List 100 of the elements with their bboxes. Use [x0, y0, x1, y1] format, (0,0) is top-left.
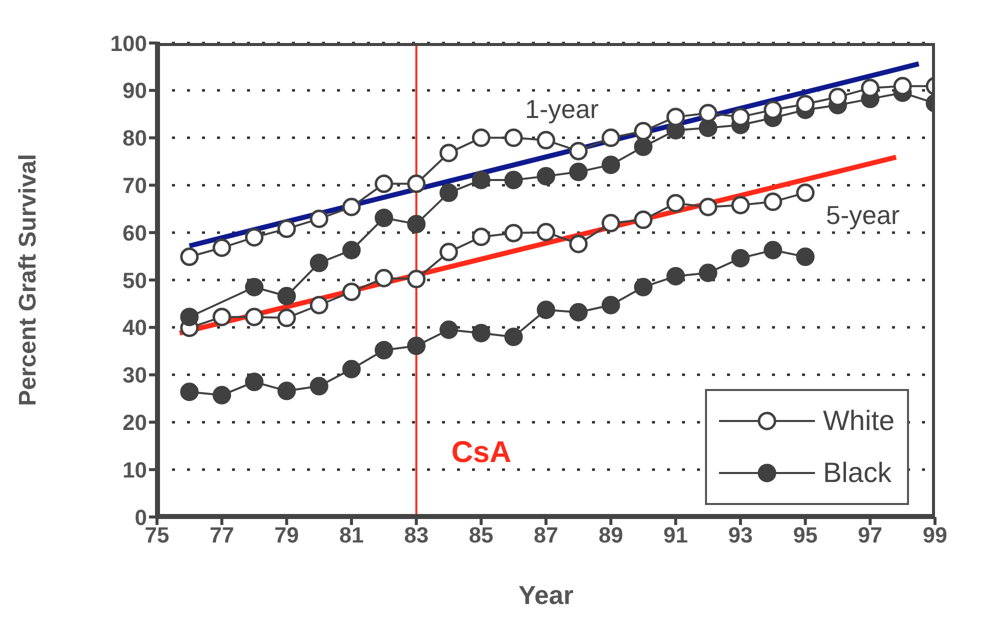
- point: [310, 376, 328, 396]
- legend-label: White: [823, 405, 895, 437]
- point: [602, 156, 620, 174]
- point: [698, 118, 718, 138]
- point: [440, 184, 458, 202]
- x-axis-title: Year: [518, 580, 574, 610]
- x-tick-label: 91: [663, 522, 688, 548]
- point: [277, 308, 296, 328]
- point: [536, 222, 556, 242]
- point: [569, 142, 588, 160]
- point: [504, 328, 523, 346]
- point: [504, 224, 523, 242]
- point: [310, 296, 328, 314]
- point: [245, 372, 264, 392]
- x-tick-label: 89: [598, 522, 624, 548]
- point: [764, 240, 782, 260]
- point: [634, 278, 652, 296]
- point: [245, 228, 264, 247]
- annotation: 1-year: [525, 94, 599, 125]
- point: [666, 266, 685, 286]
- point: [796, 248, 815, 266]
- y-tick-label: 80: [122, 126, 147, 151]
- point: [731, 196, 750, 214]
- point: [440, 144, 458, 162]
- point: [342, 198, 361, 216]
- x-tick-label: 99: [922, 522, 948, 548]
- point: [342, 282, 361, 302]
- x-tick-label: 95: [793, 522, 818, 548]
- point: [245, 278, 264, 296]
- x-tick-label: 85: [468, 522, 494, 548]
- y-tick-label: 10: [122, 457, 147, 482]
- point: [407, 174, 426, 194]
- point: [634, 210, 652, 230]
- x-tick-label: 75: [144, 522, 170, 548]
- point: [212, 308, 232, 326]
- legend-label: Black: [823, 457, 892, 489]
- point: [536, 130, 556, 150]
- point: [440, 320, 458, 340]
- point: [277, 286, 296, 306]
- point: [602, 296, 620, 314]
- y-axis-title: Percent Graft Survival: [14, 154, 42, 406]
- point: [731, 248, 750, 268]
- point: [407, 214, 426, 234]
- point: [472, 128, 490, 148]
- point: [569, 302, 588, 322]
- ref-line-label: CsA: [451, 436, 512, 469]
- point: [407, 270, 426, 288]
- point: [602, 128, 620, 148]
- point: [342, 360, 361, 378]
- point: [796, 184, 815, 202]
- x-tick-label: 79: [274, 522, 299, 548]
- y-tick-label: 70: [122, 173, 147, 198]
- y-tick-label: 40: [122, 315, 147, 340]
- point: [569, 162, 588, 182]
- point: [374, 174, 394, 194]
- point: [277, 220, 296, 238]
- point: [569, 234, 588, 254]
- point: [504, 128, 523, 148]
- point: [310, 210, 328, 228]
- point: [536, 300, 556, 320]
- x-tick-label: 93: [728, 522, 753, 548]
- y-tick-label: 0: [134, 504, 147, 530]
- point: [698, 198, 718, 216]
- x-tick-label: 97: [858, 522, 882, 548]
- point: [342, 240, 361, 260]
- point: [374, 208, 394, 228]
- point: [212, 238, 232, 258]
- y-tick-label: 90: [122, 78, 147, 104]
- y-tick-label: 30: [122, 362, 147, 388]
- x-tick-label: 83: [404, 522, 429, 548]
- point: [245, 308, 264, 326]
- point: [310, 254, 328, 272]
- x-tick-label: 87: [534, 522, 558, 548]
- point: [374, 268, 394, 288]
- point: [212, 386, 232, 404]
- point: [764, 192, 782, 212]
- x-tick-label: 81: [339, 522, 364, 548]
- point: [698, 104, 718, 122]
- point: [180, 308, 199, 326]
- point: [698, 264, 718, 282]
- y-tick-label: 100: [110, 30, 147, 56]
- point: [536, 166, 556, 186]
- point: [180, 382, 199, 402]
- point: [602, 214, 620, 232]
- x-tick-label: 77: [210, 522, 234, 548]
- point: [634, 122, 652, 140]
- point: [440, 242, 458, 262]
- point: [666, 194, 685, 212]
- point: [472, 228, 490, 246]
- point: [407, 336, 426, 356]
- y-tick-label: 60: [122, 220, 147, 246]
- point: [180, 248, 199, 266]
- point: [634, 138, 652, 156]
- point: [277, 382, 296, 400]
- point: [504, 170, 523, 190]
- y-tick-label: 50: [122, 268, 147, 293]
- point: [472, 324, 490, 342]
- annotation: 5-year: [826, 200, 900, 231]
- y-tick-label: 20: [122, 410, 147, 436]
- point: [374, 340, 394, 360]
